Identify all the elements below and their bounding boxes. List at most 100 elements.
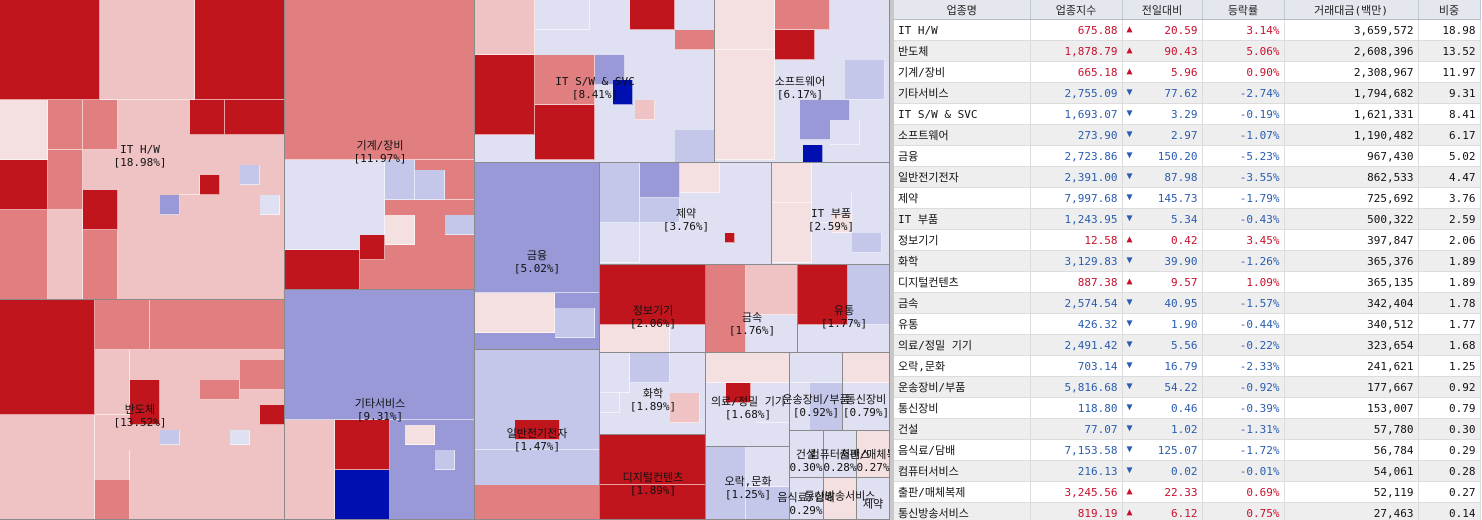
- table-row[interactable]: 운송장비/부품 5,816.68 ▼ 54.22 -0.92% 177,667 0.92: [894, 376, 1481, 398]
- treemap-cell: [600, 223, 640, 263]
- cell-sector-name: 오락,문화: [894, 355, 1031, 377]
- col-header-amount[interactable]: 거래대금(백만): [1284, 0, 1419, 20]
- table-row[interactable]: 통신방송서비스 819.19 ▲ 6.12 0.75% 27,463 0.14: [894, 502, 1481, 520]
- col-header-sector-name[interactable]: 업종명: [894, 0, 1031, 20]
- table-row[interactable]: IT 부품 1,243.95 ▼ 5.34 -0.43% 500,322 2.59: [894, 208, 1481, 230]
- table-row[interactable]: 화학 3,129.83 ▼ 39.90 -1.26% 365,376 1.89: [894, 250, 1481, 272]
- treemap-tile[interactable]: [857, 478, 890, 520]
- treemap-cell: [285, 0, 474, 160]
- treemap-cell: [260, 195, 280, 215]
- table-row[interactable]: 반도체 1,878.79 ▲ 90.43 5.06% 2,608,396 13.52: [894, 40, 1481, 62]
- change-value: 9.57: [1171, 275, 1198, 289]
- table-row[interactable]: 금속 2,574.54 ▼ 40.95 -1.57% 342,404 1.78: [894, 292, 1481, 314]
- table-header-row: 업종명 업종지수 전일대비 등락률 거래대금(백만) 비중: [894, 0, 1481, 20]
- treemap-cell: [640, 163, 680, 198]
- table-row[interactable]: 금융 2,723.86 ▼ 150.20 -5.23% 967,430 5.02: [894, 145, 1481, 167]
- treemap-cell: [790, 478, 823, 519]
- treemap-cell: [670, 325, 705, 352]
- table-row[interactable]: 건설 77.07 ▼ 1.02 -1.31% 57,780 0.30: [894, 418, 1481, 440]
- cell-weight: 18.98: [1418, 19, 1481, 41]
- table-row[interactable]: IT H/W 675.88 ▲ 20.59 3.14% 3,659,572 18.98: [894, 19, 1481, 41]
- change-value: 3.29: [1171, 107, 1198, 121]
- treemap-tile[interactable]: [285, 290, 475, 520]
- cell-weight: 0.92: [1418, 376, 1481, 398]
- treemap-cell: [0, 300, 95, 415]
- cell-amount: 340,512: [1284, 313, 1419, 335]
- cell-weight: 1.78: [1418, 292, 1481, 314]
- change-value: 6.12: [1171, 506, 1198, 520]
- table-row[interactable]: 의료/정밀 기기 2,491.42 ▼ 5.56 -0.22% 323,654 1.68: [894, 334, 1481, 356]
- cell-weight: 13.52: [1418, 40, 1481, 62]
- table-row[interactable]: 정보기기 12.58 ▲ 0.42 3.45% 397,847 2.06: [894, 229, 1481, 251]
- table-row[interactable]: 디지털컨텐츠 887.38 ▲ 9.57 1.09% 365,135 1.89: [894, 271, 1481, 293]
- table-row[interactable]: 일반전기전자 2,391.00 ▼ 87.98 -3.55% 862,533 4.47: [894, 166, 1481, 188]
- table-row[interactable]: 기계/장비 665.18 ▲ 5.96 0.90% 2,308,967 11.97: [894, 61, 1481, 83]
- table-row[interactable]: 유통 426.32 ▼ 1.90 -0.44% 340,512 1.77: [894, 313, 1481, 335]
- treemap-tile[interactable]: [0, 300, 285, 520]
- table-row[interactable]: 통신장비 118.80 ▼ 0.46 -0.39% 153,007 0.79: [894, 397, 1481, 419]
- cell-index: 3,129.83: [1030, 250, 1123, 272]
- panel-splitter[interactable]: [890, 0, 894, 520]
- treemap-cell: [240, 165, 260, 185]
- treemap-cell: [843, 353, 889, 383]
- treemap-tile[interactable]: [706, 265, 798, 353]
- treemap-tile[interactable]: [790, 431, 824, 478]
- treemap-tile[interactable]: [600, 265, 706, 353]
- treemap-tile[interactable]: [600, 353, 706, 435]
- treemap-cell: [48, 100, 83, 150]
- treemap-tile[interactable]: [706, 353, 790, 447]
- cell-rate: -1.57%: [1202, 292, 1285, 314]
- treemap-cell: [475, 163, 599, 293]
- table-row[interactable]: 출판/매체복제 3,245.56 ▲ 22.33 0.69% 52,119 0.27: [894, 481, 1481, 503]
- treemap-tile[interactable]: [285, 0, 475, 290]
- treemap-tile[interactable]: [790, 353, 843, 431]
- change-value: 90.43: [1164, 44, 1198, 58]
- treemap-tile[interactable]: [706, 447, 790, 520]
- treemap-cell: [0, 0, 100, 100]
- treemap-tile[interactable]: [798, 265, 890, 353]
- treemap-cell: [845, 60, 885, 100]
- treemap-cell: [180, 175, 200, 195]
- cell-change: ▼ 39.90: [1122, 250, 1203, 272]
- cell-rate: 0.75%: [1202, 502, 1285, 520]
- cell-index: 273.90: [1030, 124, 1123, 146]
- cell-amount: 57,780: [1284, 418, 1419, 440]
- cell-sector-name: 금융: [894, 145, 1031, 167]
- col-header-rate[interactable]: 등락률: [1202, 0, 1285, 20]
- cell-rate: 5.06%: [1202, 40, 1285, 62]
- cell-change: ▼ 87.98: [1122, 166, 1203, 188]
- table-row[interactable]: 소프트웨어 273.90 ▼ 2.97 -1.07% 1,190,482 6.17: [894, 124, 1481, 146]
- treemap-cell: [48, 150, 83, 210]
- treemap-tile[interactable]: [772, 163, 890, 265]
- cell-index: 2,491.42: [1030, 334, 1123, 356]
- table-row[interactable]: 제약 7,997.68 ▼ 145.73 -1.79% 725,692 3.76: [894, 187, 1481, 209]
- table-row[interactable]: 오락,문화 703.14 ▼ 16.79 -2.33% 241,621 1.25: [894, 355, 1481, 377]
- treemap-cell: [775, 0, 830, 30]
- treemap-tile[interactable]: [475, 0, 715, 163]
- col-header-change[interactable]: 전일대비: [1122, 0, 1203, 20]
- treemap-tile[interactable]: [824, 431, 857, 478]
- col-header-weight[interactable]: 비중: [1418, 0, 1481, 20]
- col-header-index[interactable]: 업종지수: [1030, 0, 1123, 20]
- table-row[interactable]: IT S/W & SVC 1,693.07 ▼ 3.29 -0.19% 1,621,331…: [894, 103, 1481, 125]
- treemap-tile[interactable]: [790, 478, 824, 520]
- table-row[interactable]: 기타서비스 2,755.09 ▼ 77.62 -2.74% 1,794,682 9.31: [894, 82, 1481, 104]
- cell-change: ▼ 77.62: [1122, 82, 1203, 104]
- treemap-tile[interactable]: [715, 0, 890, 163]
- treemap-tile[interactable]: [843, 353, 890, 431]
- table-row[interactable]: 컴퓨터서비스 216.13 ▼ 0.02 -0.01% 54,061 0.28: [894, 460, 1481, 482]
- cell-rate: 3.45%: [1202, 229, 1285, 251]
- cell-index: 5,816.68: [1030, 376, 1123, 398]
- treemap-tile[interactable]: [600, 435, 706, 520]
- treemap-tile[interactable]: [475, 163, 600, 350]
- treemap-tile[interactable]: [600, 163, 772, 265]
- change-value: 150.20: [1157, 149, 1198, 163]
- treemap-tile[interactable]: [857, 431, 890, 478]
- treemap-tile[interactable]: [0, 0, 285, 300]
- change-value: 0.46: [1171, 401, 1198, 415]
- table-row[interactable]: 음식료/담배 7,153.58 ▼ 125.07 -1.72% 56,784 0.29: [894, 439, 1481, 461]
- triangle-down-icon: ▼: [1126, 191, 1133, 203]
- treemap-cell: [0, 415, 95, 519]
- treemap-tile[interactable]: [824, 478, 857, 520]
- treemap-tile[interactable]: [475, 350, 600, 520]
